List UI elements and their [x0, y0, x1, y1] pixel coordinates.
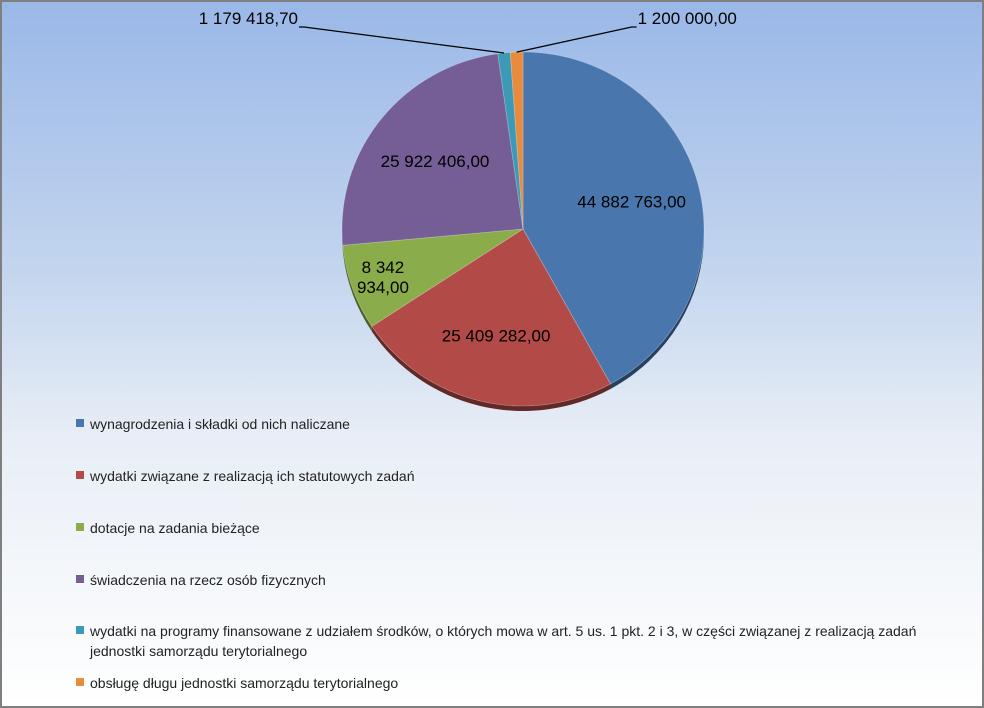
slice-data-label-3: 25 922 406,00	[381, 152, 490, 171]
pie-slice-3	[341, 53, 524, 246]
legend-swatch	[76, 575, 84, 583]
slice-data-label-4: 1 179 418,70	[199, 9, 298, 28]
legend-label: obsługę długu jednostki samorządu teryto…	[90, 675, 399, 691]
legend-label: wydatki związane z realizacją ich statut…	[90, 468, 415, 484]
legend-label: świadczenia na rzecz osób fizycznych	[90, 572, 326, 588]
leader-line-5	[516, 26, 637, 53]
legend-item: wydatki na programy finansowane z udział…	[76, 621, 956, 661]
legend-label: wynagrodzenia i składki od nich naliczan…	[90, 416, 350, 432]
legend-item: dotacje na zadania bieżące	[76, 518, 956, 538]
legend-item: obsługę długu jednostki samorządu teryto…	[76, 673, 956, 693]
pie-side-0	[610, 229, 704, 389]
slice-data-label-0: 44 882 763,00	[577, 193, 686, 212]
legend-item: wynagrodzenia i składki od nich naliczan…	[76, 414, 956, 434]
pie-side-3	[342, 229, 343, 251]
slice-data-label-1: 25 409 282,00	[442, 327, 551, 346]
legend-item: wydatki związane z realizacją ich statut…	[76, 466, 956, 486]
leader-line-4	[299, 26, 505, 54]
legend-swatch	[76, 471, 84, 479]
legend-swatch	[76, 523, 84, 531]
pie-slice-2	[342, 228, 524, 327]
pie-side-2	[342, 245, 372, 332]
legend-label: dotacje na zadania bieżące	[90, 520, 260, 536]
slice-data-label-5: 1 200 000,00	[638, 9, 737, 28]
legend-item: świadczenia na rzecz osób fizycznych	[76, 570, 956, 590]
pie-slice-0	[522, 51, 705, 385]
legend-swatch	[76, 626, 84, 634]
legend-swatch	[76, 678, 84, 686]
slice-data-label-2: 8 342 934,00	[357, 258, 409, 297]
legend-label: wydatki na programy finansowane z udział…	[90, 623, 917, 659]
legend-swatch	[76, 419, 84, 427]
pie-slice-1	[371, 228, 612, 407]
pie-slice-4	[497, 52, 524, 230]
